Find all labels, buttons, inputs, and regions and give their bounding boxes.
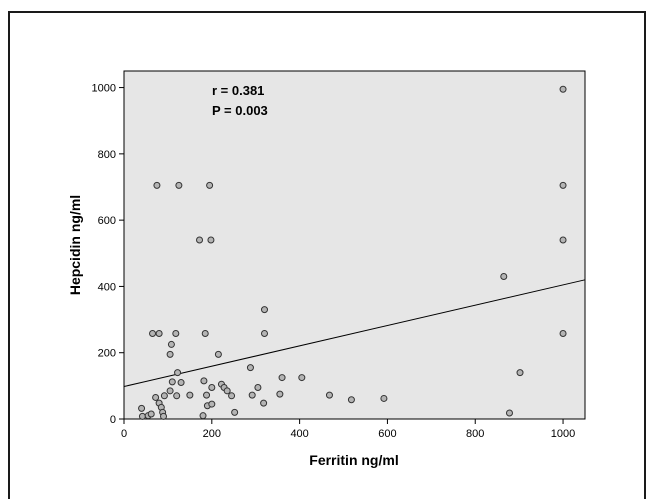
data-point: [231, 408, 239, 416]
data-point: [246, 364, 254, 372]
data-point: [203, 391, 211, 399]
data-point: [196, 236, 204, 244]
data-point: [347, 396, 355, 404]
x-tick-label: 0: [121, 428, 127, 440]
data-point: [208, 384, 216, 392]
data-point: [177, 379, 185, 387]
data-point: [500, 272, 508, 280]
data-point: [516, 369, 524, 377]
data-point: [201, 329, 209, 337]
fit-line: [123, 279, 586, 388]
data-point: [186, 391, 194, 399]
x-tick-label: 1000: [551, 428, 575, 440]
y-tick-label: 200: [98, 348, 116, 360]
data-points: [138, 85, 567, 420]
data-point: [199, 412, 207, 420]
data-point: [168, 378, 176, 386]
x-axis-title: Ferritin ng/ml: [309, 452, 398, 468]
x-axis: 0 200 400 600 800 1000: [121, 419, 575, 440]
data-point: [260, 399, 268, 407]
data-point: [559, 181, 567, 189]
y-tick-label: 1000: [92, 83, 116, 95]
annotation-p: P = 0.003: [212, 103, 268, 118]
scatter-chart: 0 200 400 600 800 1000 0 200 400 600 800 1000 r = …: [67, 70, 586, 468]
data-point: [214, 350, 222, 358]
data-point: [166, 350, 174, 358]
data-point: [276, 390, 284, 398]
data-point: [298, 374, 306, 382]
data-point: [155, 329, 163, 337]
data-point: [138, 412, 146, 420]
data-point: [174, 369, 182, 377]
data-point: [147, 410, 155, 418]
data-point: [207, 236, 215, 244]
data-point: [559, 236, 567, 244]
data-point: [559, 85, 567, 93]
x-tick-label: 800: [466, 428, 484, 440]
data-point: [153, 181, 161, 189]
data-point: [166, 387, 174, 395]
figure-frame: 0 200 400 600 800 1000 0 200 400 600 800 1000 r = …: [8, 11, 646, 499]
x-tick-label: 200: [203, 428, 221, 440]
data-point: [380, 394, 388, 402]
data-point: [260, 329, 268, 337]
data-point: [505, 409, 513, 417]
data-point: [208, 400, 216, 408]
y-axis-title: Hepcidin ng/ml: [67, 195, 83, 295]
data-point: [278, 374, 286, 382]
y-axis: 0 200 400 600 800 1000: [92, 83, 124, 426]
y-tick-label: 800: [98, 149, 116, 161]
y-tick-label: 600: [98, 215, 116, 227]
y-tick-label: 0: [110, 414, 116, 426]
x-tick-label: 600: [378, 428, 396, 440]
data-point: [223, 387, 231, 395]
data-point: [559, 329, 567, 337]
x-tick-label: 400: [290, 428, 308, 440]
data-point: [228, 392, 236, 400]
data-point: [160, 392, 168, 400]
data-point: [325, 391, 333, 399]
data-point: [152, 393, 160, 401]
data-point: [160, 412, 168, 420]
data-point: [206, 181, 214, 189]
data-point: [173, 392, 181, 400]
data-point: [200, 377, 208, 385]
data-point: [175, 181, 183, 189]
plot-area: [123, 70, 586, 420]
data-point: [167, 340, 175, 348]
data-point: [172, 329, 180, 337]
data-point: [149, 329, 157, 337]
y-tick-label: 400: [98, 281, 116, 293]
data-point: [248, 391, 256, 399]
data-point: [138, 404, 146, 412]
data-point: [254, 384, 262, 392]
data-point: [260, 306, 268, 314]
annotation-r: r = 0.381: [212, 83, 264, 98]
